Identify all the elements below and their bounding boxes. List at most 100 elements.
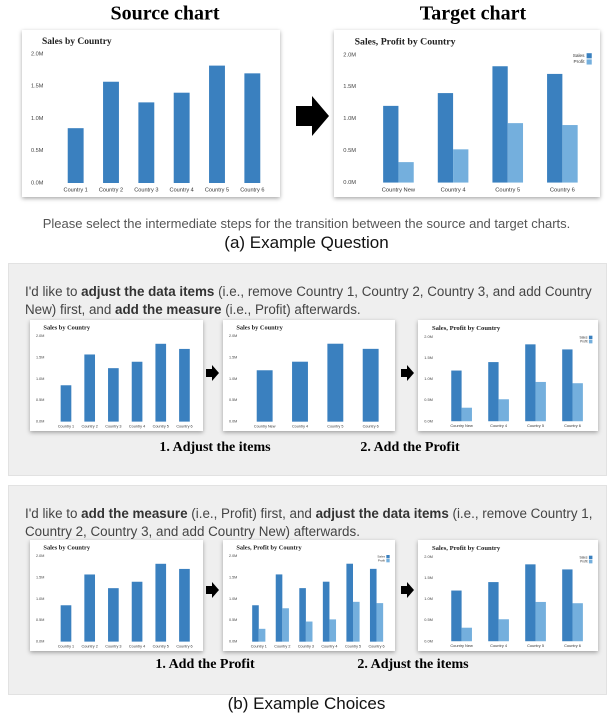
bar [258, 628, 266, 642]
legend-label: Sales [580, 335, 588, 339]
x-tick-label: Country New [450, 423, 473, 428]
bar [173, 92, 190, 183]
bar [155, 343, 167, 422]
bar [322, 581, 330, 642]
x-tick-label: Country 4 [292, 424, 308, 428]
bar [451, 370, 462, 422]
y-tick-label: 1.0M [424, 596, 433, 601]
x-tick-label: Country 6 [363, 424, 379, 428]
y-tick-label: 2.0M [424, 554, 433, 559]
x-tick-label: Country 5 [205, 187, 229, 193]
x-tick-label: Country 6 [564, 643, 581, 648]
source-heading: Source chart [110, 3, 219, 25]
legend-label: Sales [573, 53, 585, 59]
bar [437, 93, 454, 183]
legend-swatch [586, 59, 592, 65]
y-tick-label: 0.0M [343, 180, 356, 186]
bar [369, 568, 377, 642]
chart-title: Sales, Profit by Country [432, 325, 501, 332]
y-tick-label: 1.5M [343, 84, 356, 90]
chart-title: Sales by Country [236, 324, 283, 331]
text-segment: (i.e., remove Country 1, Country 2, Coun… [25, 284, 592, 317]
y-tick-label: 1.0M [229, 377, 237, 381]
text-segment: I'd like to [25, 506, 82, 521]
bar [103, 81, 119, 183]
y-tick-label: 1.0M [36, 597, 44, 601]
x-tick-label: Country 2 [82, 644, 98, 648]
legend-swatch [386, 559, 390, 563]
x-tick-label: Country 5 [327, 424, 343, 428]
chart-title: Sales by Country [42, 37, 112, 47]
x-tick-label: Country New [450, 643, 473, 648]
y-tick-label: 0.0M [31, 180, 44, 186]
x-tick-label: Country 5 [495, 187, 520, 193]
question-caption: (a) Example Question [224, 233, 389, 252]
x-tick-label: Country 6 [368, 644, 384, 648]
bar [461, 407, 472, 422]
x-tick-label: Country 3 [105, 424, 121, 428]
bar [525, 344, 536, 422]
y-tick-label: 0.5M [343, 148, 356, 154]
bar [292, 361, 308, 422]
bar [299, 588, 306, 642]
bar [353, 601, 360, 642]
step-label: 1. Add the Profit [155, 657, 255, 672]
chart-title: Sales by Country [43, 545, 90, 552]
text-segment: I'd like to [25, 284, 82, 299]
chart-title: Sales, Profit by Country [236, 544, 302, 551]
y-tick-label: 1.5M [229, 575, 237, 579]
legend-label: Sales [377, 554, 385, 558]
bar [547, 73, 563, 183]
bar [67, 128, 84, 183]
question-prompt: Please select the intermediate steps for… [42, 216, 571, 231]
arrow [401, 582, 414, 598]
bar [572, 603, 583, 642]
x-tick-label: Country New [254, 424, 276, 428]
bar [275, 574, 283, 642]
y-tick-label: 1.5M [36, 575, 44, 579]
legend-label: Profit [573, 59, 585, 65]
x-tick-label: Country 3 [105, 644, 121, 648]
x-tick-label: Country 6 [550, 187, 575, 193]
text-segment: add the measure [81, 506, 188, 521]
x-tick-label: Country New [382, 187, 416, 193]
bar [572, 383, 583, 422]
choices-caption: (b) Example Choices [227, 694, 386, 713]
y-tick-label: 2.0M [229, 334, 237, 338]
y-tick-label: 0.0M [36, 640, 44, 644]
chart: Sales by Country 0.0M 0.5M 1.0M 1.5M 2.0M Coun… [223, 320, 395, 431]
bar [131, 581, 143, 642]
y-tick-label: 0.5M [229, 618, 237, 622]
bar [362, 348, 379, 422]
bar [179, 568, 190, 642]
y-tick-label: 1.5M [31, 84, 44, 90]
y-tick-label: 1.0M [36, 377, 44, 381]
x-tick-label: Country 1 [64, 187, 88, 193]
text-segment: (i.e., Profit) first, and [187, 506, 316, 521]
arrow [296, 96, 329, 136]
y-tick-label: 2.0M [36, 334, 44, 338]
y-tick-label: 0.5M [424, 617, 433, 622]
x-tick-label: Country 5 [153, 424, 169, 428]
bar [398, 162, 414, 183]
bar [209, 65, 225, 183]
text-segment: (i.e., Profit) afterwards. [221, 302, 361, 317]
y-tick-label: 1.0M [229, 597, 237, 601]
x-tick-label: Country 6 [176, 424, 192, 428]
y-tick-label: 0.0M [424, 418, 433, 423]
y-tick-label: 0.5M [31, 148, 44, 154]
x-tick-label: Country 2 [99, 187, 123, 193]
text-segment: adjust the data items [81, 284, 215, 299]
bar [562, 349, 573, 422]
x-tick-label: Country 5 [527, 423, 544, 428]
y-tick-label: 1.5M [424, 575, 433, 580]
x-tick-label: Country 6 [176, 644, 192, 648]
x-tick-label: Country 4 [490, 423, 508, 428]
y-tick-label: 1.5M [424, 355, 433, 360]
bar [488, 362, 499, 422]
x-tick-label: Country 4 [170, 187, 194, 193]
bar [108, 368, 119, 422]
bar [108, 588, 119, 642]
y-tick-label: 0.5M [36, 618, 44, 622]
